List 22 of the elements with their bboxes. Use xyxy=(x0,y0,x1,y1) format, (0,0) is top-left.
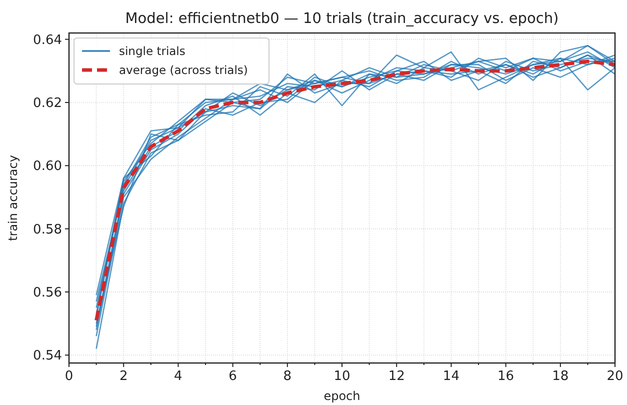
x-tick-label: 4 xyxy=(174,369,182,384)
x-tick-label: 10 xyxy=(334,369,350,384)
y-tick-label: 0.64 xyxy=(33,32,62,48)
x-tick-label: 16 xyxy=(498,369,514,384)
y-tick-label: 0.62 xyxy=(33,96,62,111)
legend-label: single trials xyxy=(119,44,186,58)
chart-title: Model: efficientnetb0 — 10 trials (train_accuracy vs. epoch) xyxy=(125,11,559,27)
x-tick-label: 18 xyxy=(552,369,569,384)
x-tick-label: 0 xyxy=(64,369,74,384)
x-tick-label: 6 xyxy=(228,369,237,384)
x-tick-label: 12 xyxy=(388,369,405,384)
y-axis-title: train accuracy xyxy=(6,155,20,241)
x-axis-title: epoch xyxy=(324,389,360,403)
x-tick-label: 14 xyxy=(442,369,460,384)
x-tick-label: 20 xyxy=(606,369,624,384)
legend-label: average (across trials) xyxy=(119,63,248,77)
y-tick-label: 0.54 xyxy=(33,348,62,364)
y-tick-label: 0.58 xyxy=(33,222,62,238)
y-tick-label: 0.60 xyxy=(33,159,62,174)
y-tick-label: 0.56 xyxy=(33,285,62,300)
x-tick-label: 2 xyxy=(119,369,128,384)
x-tick-label: 8 xyxy=(283,369,292,384)
